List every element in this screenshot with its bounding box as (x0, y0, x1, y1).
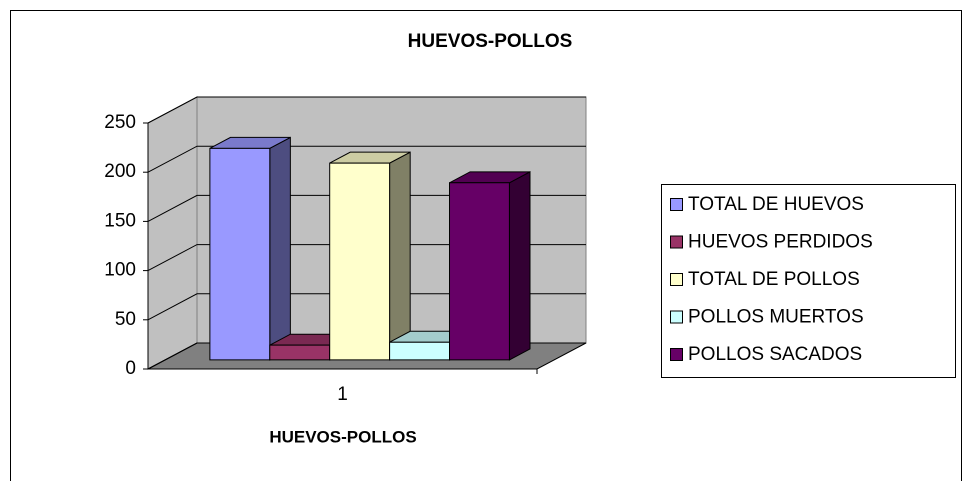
legend-swatch (670, 310, 683, 324)
y-tick-label: 0 (125, 358, 136, 379)
y-tick-label: 150 (104, 210, 136, 231)
legend-swatch (670, 235, 683, 249)
side-wall (147, 96, 198, 370)
legend-label: POLLOS SACADOS (688, 344, 862, 365)
bar-side (389, 151, 411, 361)
y-tick-label: 250 (104, 112, 136, 133)
grid-line (147, 145, 586, 173)
x-axis-title: HUEVOS-POLLOS (269, 427, 416, 446)
x-tick-label: 1 (337, 384, 348, 405)
legend-label: TOTAL DE POLLOS (688, 269, 860, 290)
bar (329, 151, 411, 361)
y-tick-label: 200 (104, 161, 136, 182)
grid-line (147, 96, 586, 124)
bar-front (209, 147, 271, 361)
bar-front (389, 341, 451, 361)
legend-swatch (670, 348, 683, 361)
legend-label: HUEVOS PERDIDOS (688, 232, 873, 253)
bar-front (269, 344, 331, 361)
legend-swatch (670, 273, 683, 286)
bar-front (329, 162, 391, 361)
y-tick-label: 50 (115, 309, 136, 330)
bar-front (449, 182, 510, 361)
legend-label: TOTAL DE HUEVOS (688, 194, 864, 215)
legend-swatch (670, 198, 683, 211)
chart-title: HUEVOS-POLLOS (408, 31, 573, 52)
legend (661, 184, 956, 378)
bar-side (508, 171, 531, 361)
bar (449, 171, 531, 361)
y-tick-label: 100 (104, 260, 136, 281)
bar-side (269, 136, 291, 361)
legend-label: POLLOS MUERTOS (688, 307, 864, 328)
bar (209, 136, 291, 361)
